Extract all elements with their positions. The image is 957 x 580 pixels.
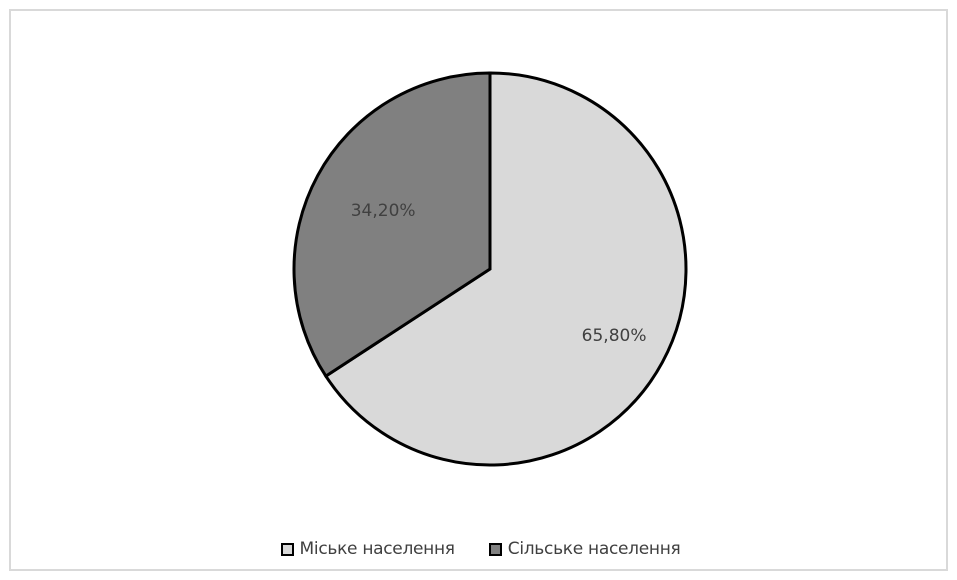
legend: Міське населення Сільське населення <box>11 539 950 559</box>
chart-frame: 65,80% 34,20% Міське населення Сільське н… <box>9 9 948 571</box>
legend-label-rural: Сільське населення <box>507 539 681 559</box>
legend-label-urban: Міське населення <box>299 539 456 559</box>
data-label-rural: 34,20% <box>351 201 416 221</box>
legend-item-urban: Міське населення <box>280 539 456 559</box>
legend-item-rural: Сільське населення <box>488 539 681 559</box>
legend-swatch-urban <box>280 542 294 556</box>
pie-chart: 65,80% 34,20% <box>292 71 688 467</box>
legend-swatch-rural <box>488 542 502 556</box>
data-label-urban: 65,80% <box>582 326 647 346</box>
pie-slices <box>292 71 688 467</box>
pie-slice-rural <box>292 71 492 379</box>
pie-data-labels: 65,80% 34,20% <box>351 201 647 346</box>
pie-slice-urban <box>323 71 688 467</box>
